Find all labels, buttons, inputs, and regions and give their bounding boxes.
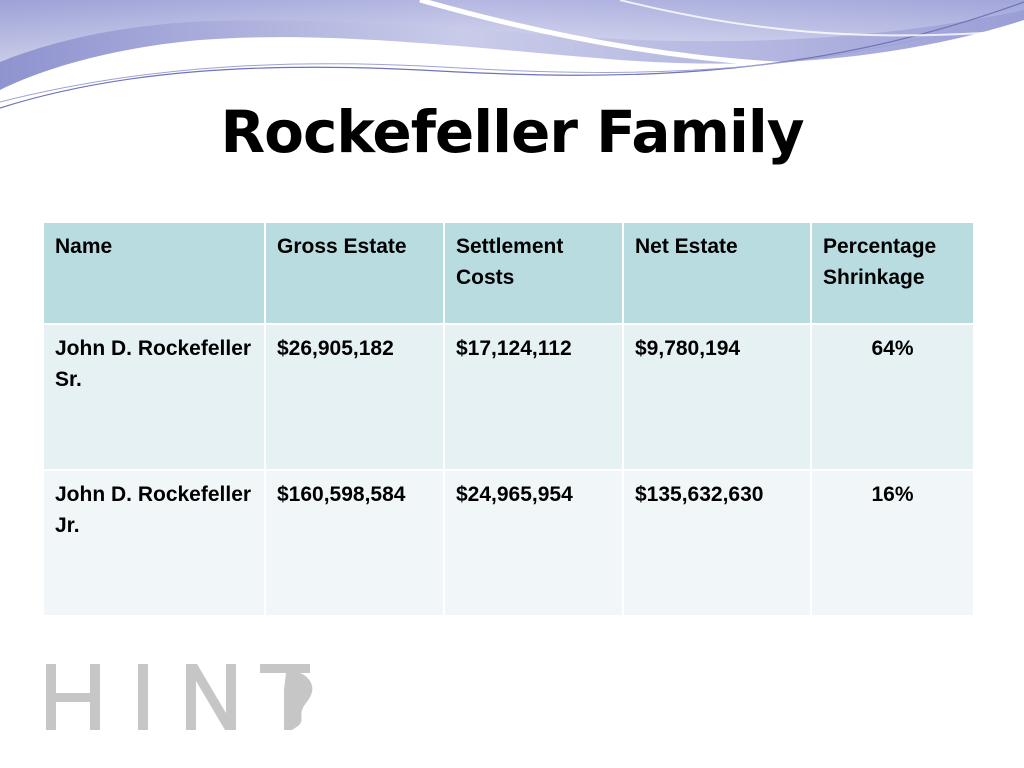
header-net-estate: Net Estate [622, 221, 812, 325]
estate-table: Name Gross Estate Settlement Costs Net E… [42, 221, 975, 617]
table-row: John D. Rockefeller Jr. $160,598,584 $24… [42, 469, 975, 617]
cell-gross-estate: $26,905,182 [264, 323, 445, 471]
header-percentage-shrinkage: Percentage Shrinkage [810, 221, 975, 325]
cell-settlement-costs: $17,124,112 [443, 323, 624, 471]
table-header-row: Name Gross Estate Settlement Costs Net E… [42, 221, 975, 325]
cell-name: John D. Rockefeller Jr. [42, 469, 266, 617]
header-swoosh-decoration [0, 0, 1024, 109]
header-settlement-costs: Settlement Costs [443, 221, 624, 325]
header-name: Name [42, 221, 266, 325]
table-row: John D. Rockefeller Sr. $26,905,182 $17,… [42, 323, 975, 471]
cell-net-estate: $9,780,194 [622, 323, 812, 471]
cell-percentage-shrinkage: 64% [810, 323, 975, 471]
hint-logo [46, 664, 313, 730]
slide-title: Rockefeller Family [220, 98, 804, 166]
cell-gross-estate: $160,598,584 [264, 469, 445, 617]
cell-settlement-costs: $24,965,954 [443, 469, 624, 617]
cell-net-estate: $135,632,630 [622, 469, 812, 617]
cell-percentage-shrinkage: 16% [810, 469, 975, 617]
header-gross-estate: Gross Estate [264, 221, 445, 325]
cell-name: John D. Rockefeller Sr. [42, 323, 266, 471]
